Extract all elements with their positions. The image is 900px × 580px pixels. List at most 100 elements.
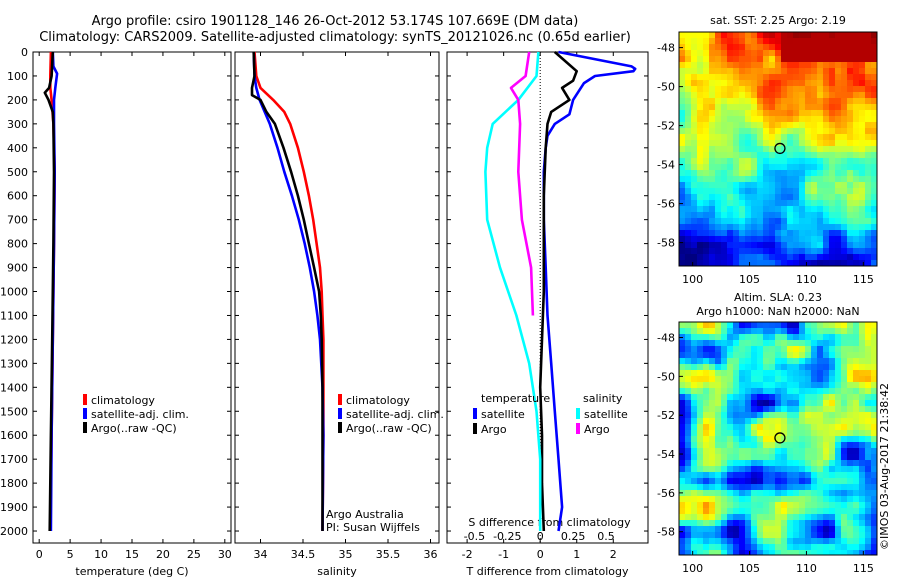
map-cell: [859, 436, 866, 443]
map-cell: [697, 502, 704, 509]
map-cell: [853, 550, 860, 555]
map-cell: [829, 418, 836, 425]
map-cell: [787, 346, 794, 353]
map-cell: [751, 128, 758, 135]
map-cell: [853, 448, 860, 455]
map-cell: [715, 152, 722, 159]
x-axis-label: temperature (deg C): [75, 565, 188, 578]
map-cell: [709, 346, 716, 353]
map-cell: [865, 110, 872, 117]
map-cell: [829, 80, 836, 87]
map-cell: [859, 170, 866, 177]
map-cell: [751, 340, 758, 347]
map-cell: [763, 116, 770, 123]
map-cell: [763, 406, 770, 413]
y-tick-label: 1800: [0, 477, 28, 490]
map-cell: [721, 538, 728, 545]
map-cell: [781, 550, 788, 555]
map-cell: [739, 328, 746, 335]
map-cell: [727, 478, 734, 485]
map-cell: [763, 44, 770, 51]
map-cell: [805, 412, 812, 419]
map-cell: [757, 104, 764, 111]
map-cell: [805, 550, 812, 555]
pi-text: PI: Susan Wijffels: [326, 521, 420, 534]
map-cell: [691, 242, 698, 249]
map-cell: [763, 538, 770, 545]
map-cell: [853, 122, 860, 129]
map-cell: [841, 346, 848, 353]
map-cell: [739, 212, 746, 219]
map-cell: [811, 496, 818, 503]
map-cell: [721, 460, 728, 467]
map-cell: [757, 68, 764, 75]
map-cell: [823, 520, 830, 527]
map-cell: [691, 550, 698, 555]
map-cell: [697, 254, 704, 261]
map-cell: [727, 406, 734, 413]
map-cell: [871, 212, 877, 219]
map-cell: [829, 218, 836, 225]
map-cell: [745, 334, 752, 341]
map-cell: [733, 460, 740, 467]
map-cell: [715, 176, 722, 183]
map-cell: [685, 496, 692, 503]
map-cell: [841, 122, 848, 129]
map-cell: [709, 412, 716, 419]
map-cell: [793, 98, 800, 105]
map-cell: [679, 460, 686, 467]
map-cell: [727, 80, 734, 87]
map-cell: [817, 182, 824, 189]
map-cell: [811, 248, 818, 255]
map-cell: [691, 122, 698, 129]
map-cell: [763, 212, 770, 219]
map-cell: [805, 478, 812, 485]
map-cell: [703, 394, 710, 401]
map-cell: [769, 134, 776, 141]
map-cell: [859, 328, 866, 335]
map-cell: [859, 116, 866, 123]
map-cell: [679, 502, 686, 509]
map-cell: [703, 182, 710, 189]
map-cell: [679, 104, 686, 111]
map-cell: [787, 254, 794, 261]
map-cell: [829, 472, 836, 479]
map-cell: [715, 122, 722, 129]
map-cell: [793, 158, 800, 165]
map-cell: [811, 92, 818, 99]
map-cell: [817, 544, 824, 551]
map-cell: [703, 236, 710, 243]
map-cell: [841, 364, 848, 371]
map-cell: [787, 382, 794, 389]
map-cell: [709, 134, 716, 141]
map-cell: [841, 170, 848, 177]
map-cell: [829, 122, 836, 129]
map-cell: [859, 526, 866, 533]
map-cell: [739, 460, 746, 467]
map-cell: [835, 508, 842, 515]
map-cell: [751, 188, 758, 195]
map-cell: [763, 176, 770, 183]
map-cell: [781, 224, 788, 231]
map-cell: [703, 484, 710, 491]
map-cell: [739, 484, 746, 491]
map-cell: [727, 442, 734, 449]
map-cell: [679, 206, 686, 213]
map-cell: [865, 334, 872, 341]
map-cell: [859, 370, 866, 377]
x-tick-label: 34.5: [291, 548, 316, 561]
map-cell: [697, 92, 704, 99]
map-cell: [739, 230, 746, 237]
map-cell: [793, 92, 800, 99]
map-cell: [787, 340, 794, 347]
map-cell: [805, 400, 812, 407]
map-cell: [817, 448, 824, 455]
map-cell: [679, 436, 686, 443]
map-cell: [859, 176, 866, 183]
map-cell: [685, 188, 692, 195]
map-cell: [871, 224, 877, 231]
map-cell: [799, 496, 806, 503]
map-cell: [769, 514, 776, 521]
map-cell: [811, 502, 818, 509]
map-cell: [865, 460, 872, 467]
